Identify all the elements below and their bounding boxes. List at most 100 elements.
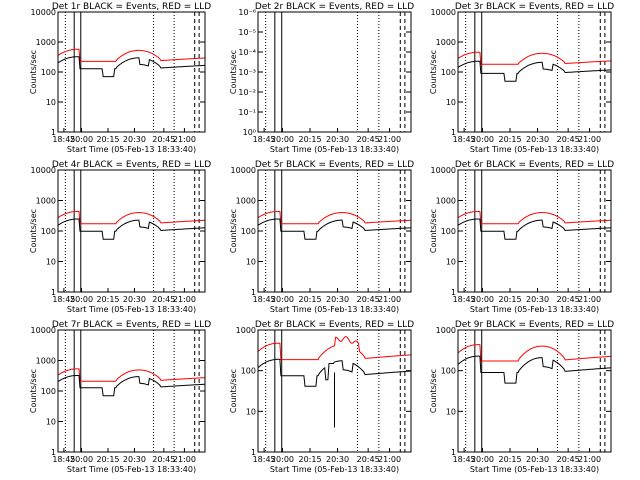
y-tick-label: 1000 — [436, 38, 456, 47]
panel-title: Det 6r BLACK = Events, RED = LLD — [455, 160, 614, 170]
y-tick-label: 10 — [446, 407, 456, 416]
y-axis-label: Counts/sec — [229, 209, 238, 253]
x-tick-label: 20:30 — [526, 135, 549, 144]
y-tick-label: 10 — [246, 258, 256, 267]
y-tick-label: 10 — [46, 418, 56, 427]
x-axis-label: Start Time (05-Feb-13 18:33:40) — [67, 305, 196, 314]
events-series-line — [57, 218, 206, 240]
y-tick-label: 10000 — [431, 166, 456, 175]
x-axis-label: Start Time (05-Feb-13 18:33:40) — [270, 465, 399, 474]
x-tick-label: 20:45 — [357, 135, 380, 144]
y-tick-label: 10⁻⁴ — [238, 48, 256, 57]
y-tick-label: 1000 — [436, 197, 456, 206]
x-tick-label: 21:00 — [578, 135, 601, 144]
y-tick-label: 10000 — [31, 166, 56, 175]
x-tick-label: 20:15 — [498, 295, 521, 304]
events-series-line — [57, 56, 206, 78]
x-tick-label: 21:00 — [173, 455, 196, 464]
plot-frame — [257, 329, 412, 453]
y-tick-label: 100 — [241, 227, 256, 236]
y-tick-label: 10⁻⁶ — [238, 8, 256, 17]
y-tick-label: 10000 — [431, 8, 456, 17]
y-tick-label: 1 — [451, 288, 456, 297]
y-tick-label: 1000 — [236, 326, 256, 335]
y-tick-label: 100 — [41, 68, 56, 77]
x-tick-label: 20:00 — [471, 455, 494, 464]
y-axis-label: Counts/sec — [29, 369, 38, 413]
y-tick-label: 10⁻³ — [238, 68, 256, 77]
x-tick-label: 20:30 — [526, 295, 549, 304]
x-tick-label: 21:00 — [578, 295, 601, 304]
y-tick-label: 100 — [441, 367, 456, 376]
lld-series-line — [57, 211, 206, 225]
lld-series-line — [457, 211, 612, 225]
panel-det-3: Det 3r BLACK = Events, RED = LLD 1 10 100 10… — [429, 2, 614, 154]
y-tick-label: 10⁻⁵ — [238, 28, 256, 37]
x-tick-label: 20:00 — [70, 295, 93, 304]
x-tick-label: 20:30 — [123, 455, 146, 464]
y-tick-label: 100 — [441, 227, 456, 236]
y-tick-label: 100 — [241, 367, 256, 376]
y-tick-label: 10000 — [31, 8, 56, 17]
x-tick-label: 20:00 — [70, 135, 93, 144]
y-tick-label: 10 — [46, 258, 56, 267]
x-tick-label: 20:45 — [152, 135, 175, 144]
x-tick-label: 18:45 — [52, 455, 75, 464]
x-tick-label: 18:45 — [52, 295, 75, 304]
events-series-line — [257, 358, 412, 387]
lld-series-line — [257, 336, 412, 361]
x-tick-label: 20:45 — [357, 455, 380, 464]
panel-det-9: Det 9r BLACK = Events, RED = LLD 1 10 100 10… — [429, 320, 614, 474]
y-axis-label: Counts/sec — [229, 50, 238, 94]
x-tick-label: 20:45 — [152, 295, 175, 304]
y-tick-label: 100 — [41, 387, 56, 396]
panel-title: Det 7r BLACK = Events, RED = LLD — [52, 320, 211, 330]
events-series-line — [457, 60, 611, 82]
plot-frame — [257, 11, 412, 133]
y-tick-label: 10000 — [31, 326, 56, 335]
x-tick-label: 20:45 — [357, 295, 380, 304]
y-tick-label: 10 — [446, 98, 456, 107]
plot-frame — [57, 329, 206, 453]
panel-title: Det 9r BLACK = Events, RED = LLD — [455, 320, 614, 330]
x-tick-label: 20:00 — [471, 135, 494, 144]
x-tick-label: 21:00 — [378, 455, 401, 464]
plot-frame — [457, 329, 612, 453]
x-tick-label: 18:45 — [253, 455, 276, 464]
x-tick-label: 20:30 — [326, 455, 349, 464]
y-tick-label: 1000 — [236, 197, 256, 206]
x-axis-label: Start Time (05-Feb-13 18:33:40) — [470, 305, 599, 314]
x-tick-label: 20:30 — [123, 295, 146, 304]
y-tick-label: 1 — [51, 128, 56, 137]
y-tick-label: 10⁻² — [238, 88, 256, 97]
x-tick-label: 20:30 — [526, 455, 549, 464]
x-axis-label: Start Time (05-Feb-13 18:33:40) — [470, 145, 599, 154]
panel-det-2: Det 2r BLACK = Events, RED = LLD 10⁰ 10⁻¹ 1… — [229, 2, 414, 154]
x-tick-label: 20:00 — [271, 295, 294, 304]
y-tick-label: 10⁻¹ — [238, 108, 256, 117]
plot-frame — [57, 11, 206, 133]
x-tick-label: 21:00 — [578, 455, 601, 464]
y-tick-label: 10 — [446, 258, 456, 267]
x-tick-label: 18:45 — [453, 455, 476, 464]
events-series-line — [257, 218, 412, 240]
y-tick-label: 1 — [451, 128, 456, 137]
y-tick-label: 1 — [251, 448, 256, 457]
panel-title: Det 3r BLACK = Events, RED = LLD — [455, 2, 614, 12]
y-tick-label: 100 — [41, 227, 56, 236]
x-tick-label: 20:45 — [557, 455, 580, 464]
panel-title: Det 8r BLACK = Events, RED = LLD — [255, 320, 414, 330]
y-tick-label: 10 — [246, 407, 256, 416]
y-axis-label: Counts/sec — [429, 209, 438, 253]
events-series-line — [457, 218, 612, 240]
panel-title: Det 2r BLACK = Events, RED = LLD — [255, 2, 414, 12]
x-tick-label: 20:15 — [298, 455, 321, 464]
y-tick-label: 1 — [51, 448, 56, 457]
y-axis-label: Counts/sec — [429, 50, 438, 94]
x-tick-label: 20:15 — [498, 455, 521, 464]
y-tick-label: 100 — [441, 68, 456, 77]
x-axis-label: Start Time (05-Feb-13 18:33:40) — [270, 145, 399, 154]
x-tick-label: 21:00 — [378, 135, 401, 144]
x-axis-label: Start Time (05-Feb-13 18:33:40) — [270, 305, 399, 314]
events-series-line — [57, 375, 206, 397]
